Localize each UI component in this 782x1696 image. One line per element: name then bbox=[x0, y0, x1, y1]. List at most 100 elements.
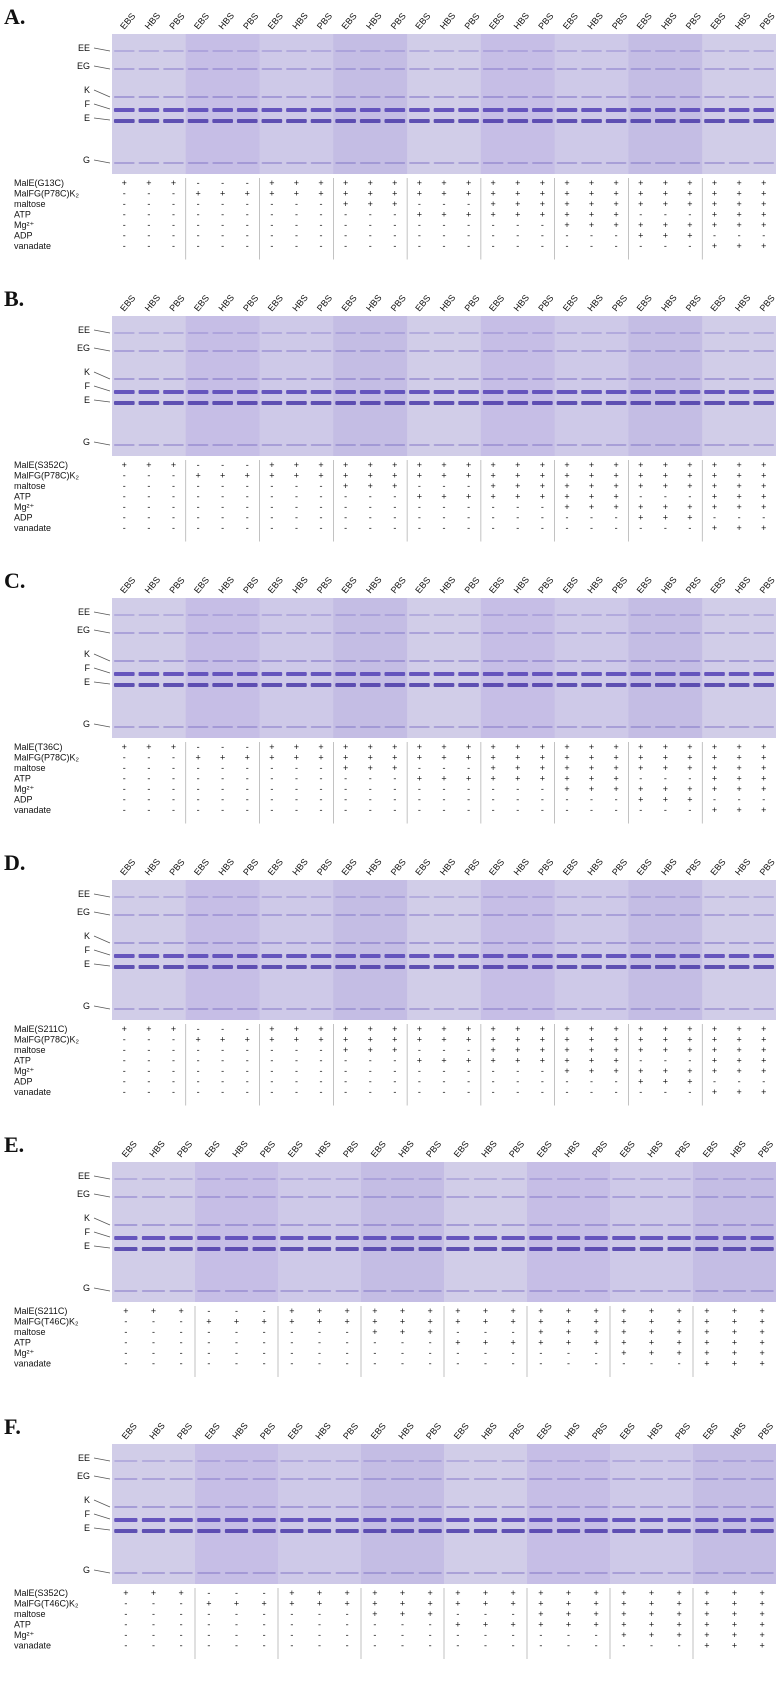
condition-mark: - bbox=[418, 220, 421, 230]
condition-mark: - bbox=[467, 220, 470, 230]
gel-band bbox=[335, 1196, 359, 1198]
band-label: E bbox=[84, 959, 90, 969]
condition-mark: + bbox=[589, 1056, 594, 1066]
gel-band bbox=[655, 1008, 676, 1010]
gel-band bbox=[581, 50, 602, 52]
gel-band bbox=[667, 1247, 691, 1251]
condition-name: Mg²⁺ bbox=[14, 220, 34, 230]
gel-band bbox=[446, 1460, 470, 1462]
gel-band bbox=[679, 108, 701, 112]
gel-band bbox=[482, 108, 504, 112]
condition-mark: + bbox=[614, 220, 619, 230]
gel-band bbox=[556, 50, 578, 52]
condition-mark: - bbox=[246, 513, 249, 523]
gel-band bbox=[679, 1008, 701, 1010]
condition-mark: - bbox=[295, 1045, 298, 1055]
condition-mark: + bbox=[400, 1317, 405, 1327]
condition-mark: + bbox=[483, 1599, 488, 1609]
condition-mark: - bbox=[123, 481, 126, 491]
condition-mark: + bbox=[712, 774, 717, 784]
condition-mark: + bbox=[761, 481, 766, 491]
condition-mark: - bbox=[664, 774, 667, 784]
condition-mark: - bbox=[541, 220, 544, 230]
gel-band bbox=[556, 1529, 581, 1533]
condition-mark: - bbox=[467, 241, 470, 251]
gel-band bbox=[630, 332, 652, 334]
gel-band bbox=[359, 1008, 381, 1010]
gel-band bbox=[581, 632, 602, 634]
condition-mark: + bbox=[540, 742, 545, 752]
condition-mark: - bbox=[270, 763, 273, 773]
condition-mark: + bbox=[621, 1588, 626, 1598]
condition-mark: + bbox=[677, 1327, 682, 1337]
gel-band bbox=[307, 1529, 332, 1533]
band-pointer bbox=[93, 329, 111, 334]
gel-band bbox=[753, 672, 775, 676]
gel-band bbox=[507, 390, 529, 394]
condition-mark: - bbox=[221, 795, 224, 805]
gel-band bbox=[581, 896, 602, 898]
condition-mark: - bbox=[567, 1348, 570, 1358]
gel-band bbox=[163, 954, 184, 958]
condition-mark: + bbox=[515, 210, 520, 220]
condition-mark: - bbox=[197, 774, 200, 784]
condition-mark: + bbox=[179, 1588, 184, 1598]
condition-mark: + bbox=[538, 1317, 543, 1327]
condition-mark: + bbox=[538, 1599, 543, 1609]
band-label: E bbox=[84, 1241, 90, 1251]
condition-mark: + bbox=[736, 189, 741, 199]
gel-band bbox=[138, 119, 160, 123]
gel-band bbox=[639, 1529, 664, 1533]
lane-label: PBS bbox=[315, 575, 334, 595]
condition-mark: - bbox=[295, 1056, 298, 1066]
gel-segment bbox=[628, 880, 703, 1020]
gel-band bbox=[556, 1290, 581, 1292]
condition-mark: + bbox=[736, 763, 741, 773]
condition-mark: + bbox=[736, 784, 741, 794]
condition-mark: - bbox=[123, 199, 126, 209]
gel-band bbox=[138, 68, 160, 70]
condition-mark: + bbox=[566, 1620, 571, 1630]
condition-mark: - bbox=[123, 763, 126, 773]
condition-mark: - bbox=[180, 1359, 183, 1369]
gel-band bbox=[501, 1478, 525, 1480]
gel-band bbox=[728, 162, 750, 164]
gel-band bbox=[280, 1478, 304, 1480]
condition-mark: + bbox=[614, 1035, 619, 1045]
gel-band bbox=[433, 108, 455, 112]
condition-mark: + bbox=[761, 502, 766, 512]
gel-band bbox=[113, 672, 135, 676]
condition-mark: + bbox=[760, 1599, 765, 1609]
gel-band bbox=[630, 954, 652, 958]
gel-band bbox=[212, 965, 233, 969]
gel-band bbox=[187, 108, 209, 112]
condition-mark: + bbox=[589, 220, 594, 230]
condition-mark: - bbox=[295, 1066, 298, 1076]
gel-band bbox=[529, 1529, 553, 1533]
gel-band bbox=[409, 444, 430, 446]
condition-mark: - bbox=[197, 1056, 200, 1066]
band-label: K bbox=[84, 85, 90, 95]
condition-mark: + bbox=[704, 1348, 709, 1358]
gel-band bbox=[532, 632, 553, 634]
condition-mark: + bbox=[392, 742, 397, 752]
condition-mark: - bbox=[270, 1056, 273, 1066]
gel-band bbox=[655, 162, 676, 164]
gel-band bbox=[197, 1178, 221, 1180]
condition-mark: - bbox=[541, 502, 544, 512]
lane-label: EBS bbox=[120, 1421, 139, 1441]
condition-mark: + bbox=[732, 1348, 737, 1358]
condition-mark: - bbox=[263, 1641, 266, 1651]
gel-band bbox=[286, 614, 307, 616]
condition-mark: + bbox=[677, 1599, 682, 1609]
condition-mark: + bbox=[318, 189, 323, 199]
condition-mark: - bbox=[320, 795, 323, 805]
condition-mark: - bbox=[290, 1609, 293, 1619]
condition-mark: + bbox=[594, 1306, 599, 1316]
gel-band bbox=[390, 1290, 415, 1292]
condition-mark: - bbox=[467, 805, 470, 815]
condition-mark: + bbox=[638, 1066, 643, 1076]
condition-mark: + bbox=[511, 1338, 516, 1348]
condition-name: MalE(G13C) bbox=[14, 178, 64, 188]
condition-mark: - bbox=[516, 1087, 519, 1097]
